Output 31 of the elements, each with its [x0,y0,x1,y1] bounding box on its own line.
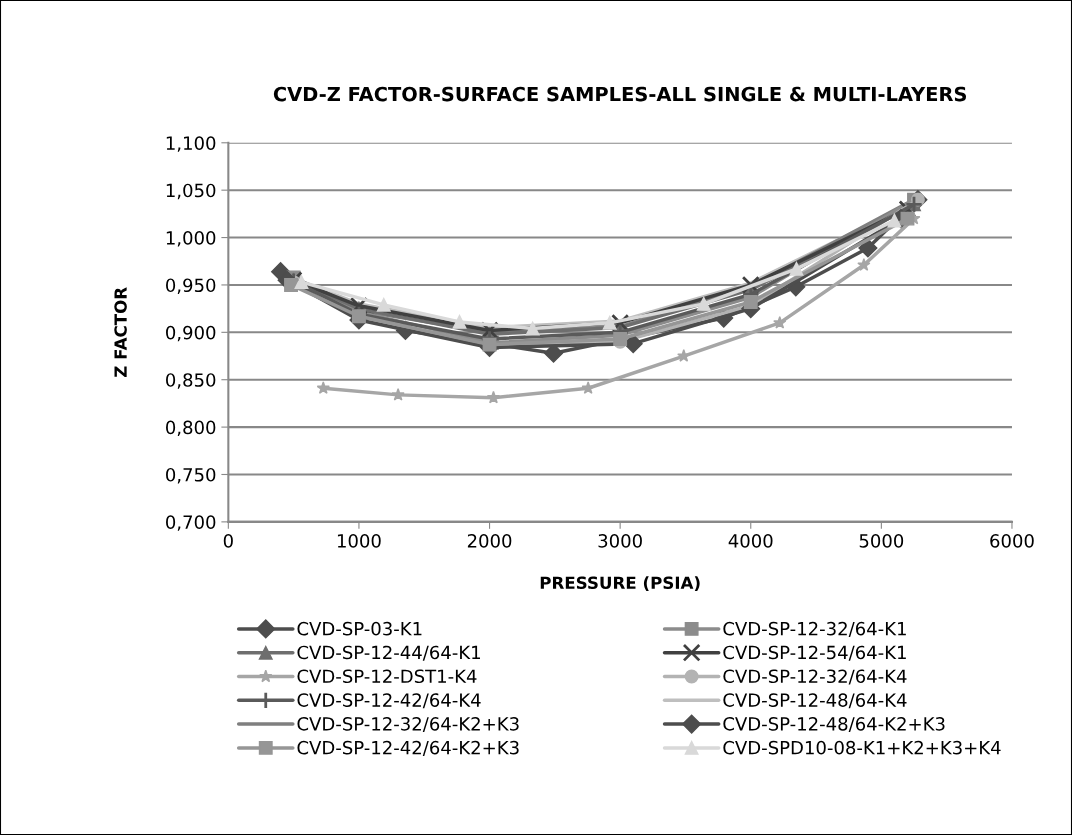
legend-label: CVD-SP-12-32/64-K1 [723,621,906,637]
y-tick-label: 0,850 [166,373,216,389]
x-tick-label: 0 [223,534,233,548]
x-tick-label: 5000 [859,534,904,548]
legend-label: CVD-SP-12-54/64-K1 [723,645,906,661]
x-tick-label: 2000 [467,534,512,548]
x-tick-label: 6000 [990,534,1034,548]
legend-label: CVD-SP-12-32/64-K2+K3 [297,717,519,733]
x-axis-title: PRESSURE (PSIA) [540,576,700,592]
y-tick-label: 0,800 [166,420,216,437]
x-tick-label: 3000 [598,534,642,548]
y-tick-label: 0,700 [166,515,216,531]
y-tick-label: 0,950 [166,278,216,294]
legend-label: CVD-SP-12-48/64-K2+K3 [723,717,945,733]
legend-label: CVD-SP-12-42/64-K2+K3 [297,740,519,756]
legend-label: CVD-SP-12-DST1-K4 [297,669,477,684]
legend-label: CVD-SP-12-32/64-K4 [723,669,907,685]
x-tick-label: 4000 [728,534,773,548]
chart-title: CVD-Z FACTOR-SURFACE SAMPLES-ALL SINGLE & MULTI-LAYERS [273,86,967,102]
legend-label: CVD-SP-12-44/64-K1 [297,645,480,661]
y-tick-label: 0,750 [166,467,216,484]
y-axis-title: Z FACTOR [114,287,127,378]
y-tick-label: 0,900 [166,325,216,342]
legend-label: CVD-SP-03-K1 [297,621,422,636]
x-tick-label: 1000 [337,534,381,548]
y-tick-label: 1,100 [166,136,216,152]
y-tick-label: 1,050 [166,183,216,200]
y-tick-label: 1,000 [166,231,216,247]
legend-label: CVD-SPD10-08-K1+K2+K3+K4 [723,740,1001,755]
legend-label: CVD-SP-12-48/64-K4 [723,693,907,709]
legend-label: CVD-SP-12-42/64-K4 [297,693,481,709]
